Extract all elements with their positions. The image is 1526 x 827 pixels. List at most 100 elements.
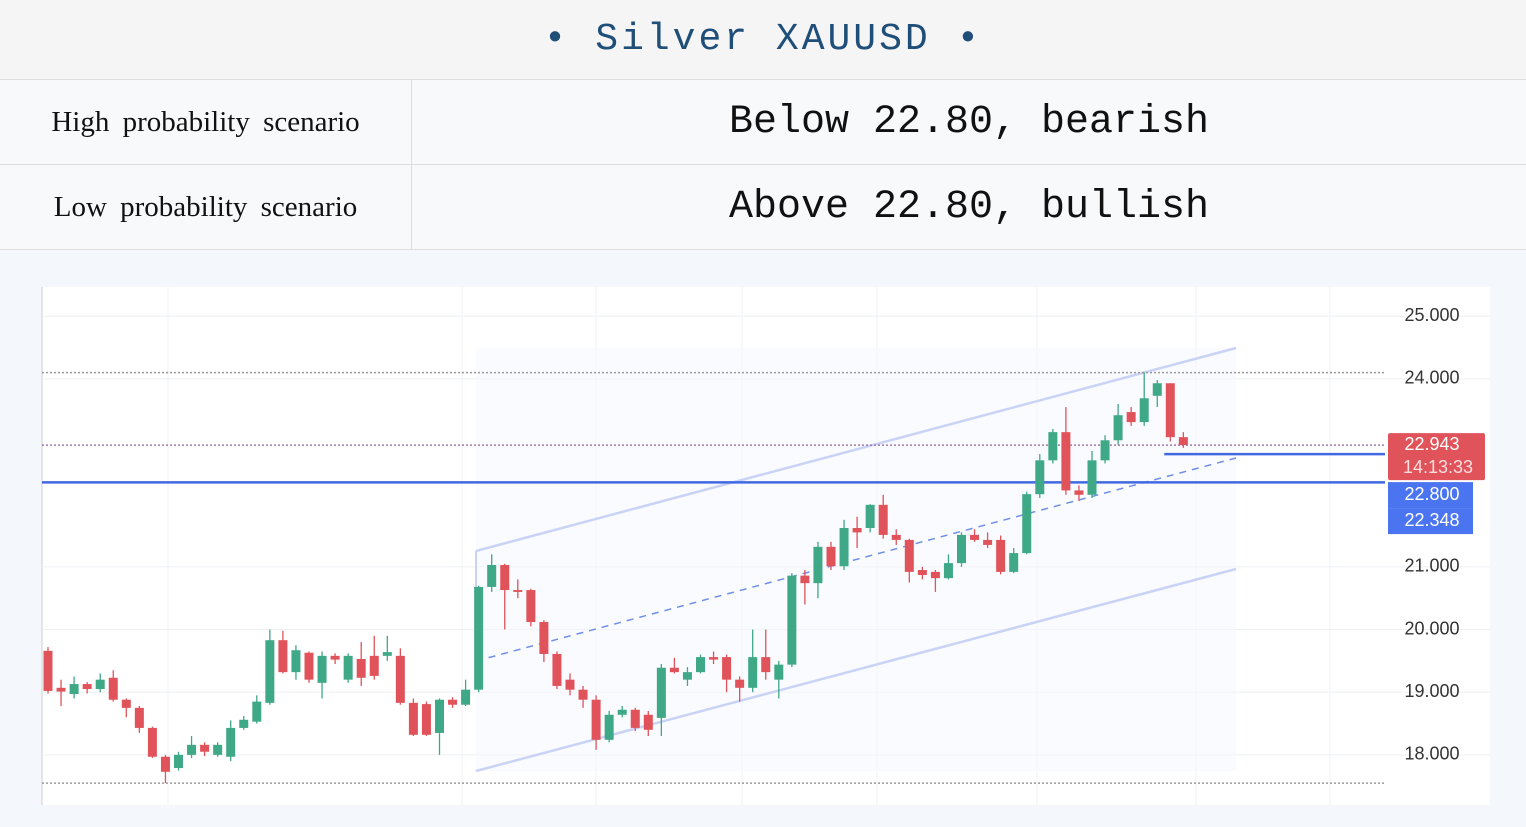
candle-body <box>226 727 236 757</box>
candle-body <box>957 534 966 564</box>
y-tick-label: 20.000 <box>1404 618 1459 638</box>
row: Low probability scenario Above 22.80, bul… <box>0 164 1526 250</box>
candle-body <box>1035 460 1045 495</box>
candle-body <box>996 539 1006 572</box>
candle-body <box>774 664 784 680</box>
candle-body <box>983 539 993 545</box>
candle-body <box>200 744 210 752</box>
candle-body <box>1048 432 1058 461</box>
cell: Low probability scenario <box>0 164 412 250</box>
candle-body <box>1165 383 1175 438</box>
candle-body <box>435 699 444 733</box>
channel-mid <box>475 457 1237 662</box>
candle-body <box>735 679 745 688</box>
candle-body <box>1074 490 1084 495</box>
candle-body <box>1087 460 1097 495</box>
candle-body <box>865 504 875 529</box>
candle-body <box>709 657 719 660</box>
candle-body <box>82 684 92 690</box>
candle-body <box>304 652 314 680</box>
candle-body <box>943 563 953 579</box>
candle-body <box>239 719 249 728</box>
candle-body <box>800 575 810 584</box>
y-tick-label: 25.000 <box>1404 305 1459 325</box>
candle-body <box>552 653 562 686</box>
price-tag-label: 22.943 <box>1404 434 1459 454</box>
price-tag-label: 22.348 <box>1404 510 1459 530</box>
candle-body <box>617 709 627 715</box>
candle-body <box>487 564 497 587</box>
candle-body <box>761 657 771 673</box>
candle-body <box>56 687 66 692</box>
y-tick-label: 21.000 <box>1404 556 1459 576</box>
candle-body <box>656 667 666 718</box>
candle-body <box>134 707 144 728</box>
candle-body <box>826 546 836 567</box>
candle-body <box>839 528 849 567</box>
candle-body <box>187 744 197 755</box>
candle-body <box>1178 437 1188 446</box>
candle-body <box>682 672 692 680</box>
candle-body <box>591 699 601 740</box>
candle-body <box>356 658 366 678</box>
candle-body <box>904 539 914 572</box>
channel-upper <box>475 346 1237 553</box>
countdown: 14:13:33 <box>1403 457 1473 477</box>
candle-body <box>252 701 262 722</box>
y-tick-label: 19.000 <box>1404 681 1459 701</box>
candle-body <box>461 689 471 705</box>
candle-body <box>878 504 888 535</box>
price-tag <box>1388 433 1485 481</box>
candle-body <box>578 689 588 700</box>
candle-body <box>213 744 223 755</box>
scenario-table: High probability scenario Below 22.80, be… <box>0 80 1526 250</box>
candle-body <box>1139 398 1149 423</box>
channel-lower <box>475 567 1237 773</box>
candle-body <box>421 704 431 735</box>
candle-body <box>291 650 301 673</box>
y-tick-label: 18.000 <box>1404 744 1459 764</box>
candle-body <box>474 586 484 690</box>
price-tag <box>1388 482 1473 509</box>
candle-body <box>69 684 79 695</box>
candle-body <box>526 590 536 623</box>
candle-body <box>787 575 797 665</box>
candle-body <box>1022 494 1032 554</box>
candle-body <box>891 534 901 540</box>
candle-body <box>108 677 118 700</box>
candle-body <box>121 699 131 708</box>
candle-body <box>630 709 640 728</box>
candle-body <box>917 570 927 576</box>
candle-body <box>160 756 170 772</box>
candle-body <box>970 534 980 540</box>
price-tag <box>1388 508 1473 535</box>
candle-body <box>722 657 732 680</box>
candle-body <box>565 679 575 690</box>
candle-body <box>513 590 523 592</box>
price-tag-label: 22.800 <box>1404 484 1459 504</box>
candle-body <box>1126 412 1136 423</box>
candle-body <box>1152 383 1162 396</box>
candle-body <box>669 667 679 673</box>
candle-body <box>408 702 418 735</box>
candle-body <box>604 714 614 740</box>
candle-body <box>265 640 275 703</box>
title: • Silver XAUUSD • <box>0 0 1526 80</box>
candle-body <box>643 714 653 730</box>
candle-body <box>696 657 705 673</box>
channel <box>475 346 1237 773</box>
row: High probability scenario Below 22.80, be… <box>0 80 1526 165</box>
candle-body <box>43 650 53 691</box>
candle-body <box>1009 553 1019 572</box>
cell: Above 22.80, bullish <box>411 164 1526 250</box>
candle-body <box>813 546 823 584</box>
candle-body <box>852 528 862 533</box>
candle-body <box>395 655 405 703</box>
candle-body <box>539 622 549 654</box>
y-tick-label: 24.000 <box>1404 368 1459 388</box>
candle-body <box>95 679 105 690</box>
candle-body <box>382 652 392 656</box>
chart: 18.000 19.000 20.000 21.000 24.000 25.000 22.… <box>41 287 1490 805</box>
candle-body <box>147 727 157 757</box>
